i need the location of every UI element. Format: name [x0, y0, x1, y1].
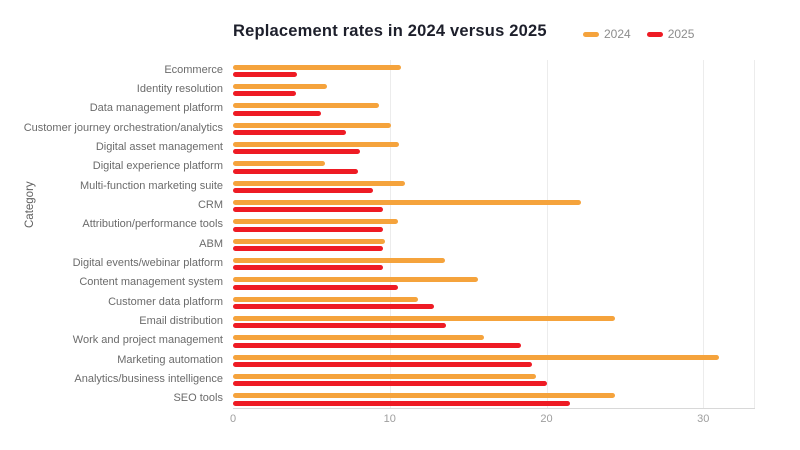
x-tick-label-10: 10 [383, 413, 396, 425]
bar-2024-2[interactable] [233, 103, 379, 109]
bar-2025-13[interactable] [233, 323, 447, 329]
bar-2024-4[interactable] [233, 141, 400, 147]
bar-2024-1[interactable] [233, 83, 328, 89]
bar-2025-15[interactable] [233, 362, 533, 367]
bar-2024-6[interactable] [233, 180, 406, 186]
bar-2025-16[interactable] [233, 381, 547, 387]
gridline-30 [703, 60, 705, 408]
bar-2025-0[interactable] [233, 72, 298, 77]
bar-2025-8[interactable] [233, 226, 384, 232]
category-label: Work and project management [72, 334, 223, 347]
gridline-20 [546, 60, 548, 408]
category-label: Content management system [79, 276, 223, 289]
bar-2025-10[interactable] [233, 265, 384, 271]
legend-item-2024[interactable]: 2024 [583, 27, 631, 41]
bar-2024-9[interactable] [233, 238, 386, 244]
x-axis-line [233, 408, 755, 409]
category-label: Digital experience platform [92, 160, 223, 173]
category-label: Identity resolution [136, 83, 223, 95]
bar-2024-16[interactable] [233, 373, 536, 379]
chart-title: Replacement rates in 2024 versus 2025 [233, 22, 547, 40]
bar-2024-17[interactable] [233, 393, 616, 399]
gridline-10 [389, 60, 391, 408]
category-label: SEO tools [173, 392, 223, 405]
bar-2024-15[interactable] [233, 354, 719, 360]
legend-label-2025: 2025 [667, 27, 695, 41]
bar-2024-8[interactable] [233, 219, 398, 225]
category-label: Digital asset management [95, 141, 223, 153]
bar-2024-10[interactable] [233, 257, 445, 263]
bar-2025-5[interactable] [233, 168, 359, 174]
legend-label-2024: 2024 [604, 27, 631, 41]
category-label: Ecommerce [164, 63, 223, 76]
x-tick-label-20: 20 [540, 413, 553, 425]
bar-2024-11[interactable] [233, 277, 478, 283]
plot-right-border [754, 60, 755, 408]
legend-swatch-2025-icon [646, 31, 663, 37]
legend: 2024 2025 [583, 27, 694, 41]
category-label: Digital events/webinar platform [72, 257, 223, 269]
bar-2025-9[interactable] [233, 246, 384, 251]
category-label: Email distribution [139, 315, 223, 327]
bar-2025-17[interactable] [233, 400, 571, 406]
category-label: Data management platform [89, 102, 223, 115]
category-label: CRM [197, 199, 223, 211]
bar-2024-0[interactable] [233, 64, 401, 70]
x-tick-label-30: 30 [697, 413, 710, 425]
plot-area [233, 60, 755, 408]
category-label: Customer journey orchestration/analytics [23, 121, 223, 134]
category-label: Multi-function marketing suite [79, 179, 223, 192]
category-label: Customer data platform [108, 295, 223, 308]
bar-2025-14[interactable] [233, 342, 522, 348]
x-axis-ticks: 0 10 20 30 [229, 413, 755, 429]
x-tick-label-0: 0 [229, 413, 237, 425]
bar-2024-12[interactable] [233, 296, 418, 302]
bar-2024-14[interactable] [233, 335, 484, 341]
bar-2025-6[interactable] [233, 188, 373, 193]
bar-2025-7[interactable] [233, 207, 384, 213]
bar-2024-3[interactable] [233, 122, 392, 128]
category-label: Attribution/performance tools [82, 218, 223, 231]
bar-2024-13[interactable] [233, 315, 616, 321]
bar-2024-7[interactable] [233, 199, 581, 205]
bar-2025-11[interactable] [233, 284, 398, 290]
bar-2025-12[interactable] [233, 304, 434, 309]
bar-2025-1[interactable] [233, 91, 296, 97]
legend-item-2025[interactable]: 2025 [646, 27, 695, 41]
category-label: Analytics/business intelligence [74, 373, 223, 385]
bar-2025-2[interactable] [233, 110, 321, 116]
category-label: ABM [199, 237, 223, 250]
category-axis: Ecommerce Identity resolution Data managem… [0, 60, 228, 408]
bar-2025-4[interactable] [233, 149, 360, 155]
category-label: Marketing automation [117, 353, 223, 366]
bar-2025-3[interactable] [233, 130, 346, 135]
legend-swatch-2024-icon [583, 31, 599, 37]
bar-2024-5[interactable] [233, 161, 326, 167]
